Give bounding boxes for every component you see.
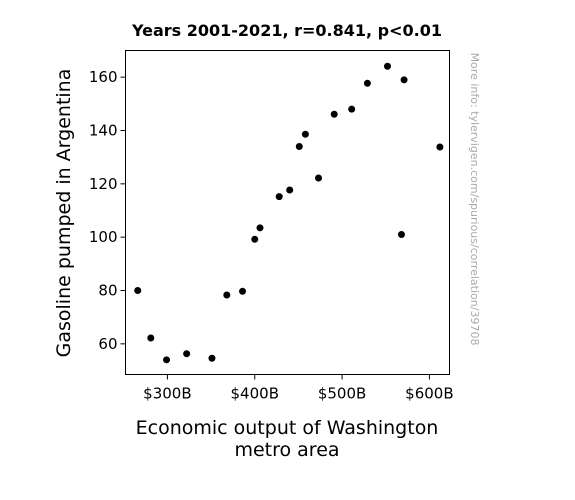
x-tick-label: $400B [231, 385, 279, 403]
data-point [348, 105, 356, 113]
x-axis-label-line-1: Economic output of Washington [136, 417, 439, 439]
data-point [147, 334, 155, 342]
data-point [295, 143, 303, 150]
data-point [330, 110, 338, 118]
y-tick-label: 120 [89, 175, 118, 193]
data-point [134, 287, 142, 294]
x-axis-ticks: $300B $400B $500B $600B [143, 374, 454, 403]
data-point [397, 231, 405, 238]
x-tick-label: $300B [143, 385, 191, 403]
data-point [275, 193, 283, 201]
data-point [183, 350, 191, 358]
data-point [239, 287, 247, 295]
data-point [400, 76, 408, 84]
y-axis-ticks: 60 80 100 120 140 160 [89, 68, 126, 353]
x-tick-label: $600B [405, 385, 453, 403]
data-point [208, 354, 216, 362]
data-point [315, 174, 323, 182]
data-point [363, 79, 371, 87]
watermark-text: More info: tylervigen.com/spurious/corre… [468, 53, 481, 346]
data-point [383, 62, 391, 70]
plot-area-frame [125, 50, 450, 375]
data-point [301, 130, 309, 138]
y-tick-label: 80 [98, 282, 117, 300]
data-points [134, 62, 444, 364]
data-point [256, 224, 264, 232]
y-tick-label: 100 [89, 228, 118, 246]
x-tick-label: $500B [318, 385, 366, 403]
data-point [286, 186, 294, 194]
chart-title: Years 2001-2021, r=0.841, p<0.01 [131, 21, 442, 40]
y-axis-label: Gasoline pumped in Argentina [53, 69, 75, 358]
y-tick-label: 60 [98, 335, 117, 353]
y-tick-label: 140 [89, 122, 118, 140]
x-axis-label-line-2: metro area [234, 439, 339, 461]
data-point [163, 356, 171, 364]
data-point [436, 143, 444, 151]
y-tick-label: 160 [89, 68, 118, 86]
data-point [223, 291, 231, 299]
data-point [251, 235, 259, 243]
